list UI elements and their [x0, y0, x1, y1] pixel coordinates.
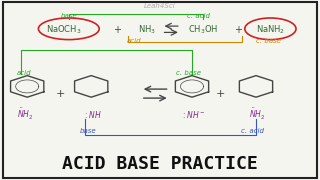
- Text: $:NH^-$: $:NH^-$: [181, 109, 206, 120]
- Text: c. base: c. base: [256, 37, 281, 44]
- Text: NH$_3$: NH$_3$: [138, 23, 156, 36]
- Text: ACID BASE PRACTICE: ACID BASE PRACTICE: [62, 155, 258, 173]
- Text: +: +: [216, 89, 226, 99]
- Text: $:NH$: $:NH$: [84, 109, 102, 120]
- Text: NaOCH$_3$: NaOCH$_3$: [46, 23, 82, 36]
- Text: base: base: [80, 128, 96, 134]
- Text: +: +: [113, 25, 121, 35]
- Text: CH$_3$OH: CH$_3$OH: [188, 23, 218, 36]
- Text: acid: acid: [127, 37, 142, 44]
- Text: +: +: [234, 25, 243, 35]
- Text: acid: acid: [17, 70, 31, 76]
- Text: $\ddot{N}H_2$: $\ddot{N}H_2$: [249, 107, 266, 122]
- Text: c. acid: c. acid: [187, 13, 210, 19]
- Text: $\ddot{N}H_2$: $\ddot{N}H_2$: [17, 107, 34, 122]
- Text: c. acid: c. acid: [241, 128, 264, 134]
- Text: Leah4Sci: Leah4Sci: [144, 3, 176, 9]
- Text: +: +: [56, 89, 66, 99]
- Text: base: base: [60, 13, 77, 19]
- Text: c. base: c. base: [176, 70, 201, 76]
- Text: NaNH$_2$: NaNH$_2$: [256, 23, 285, 36]
